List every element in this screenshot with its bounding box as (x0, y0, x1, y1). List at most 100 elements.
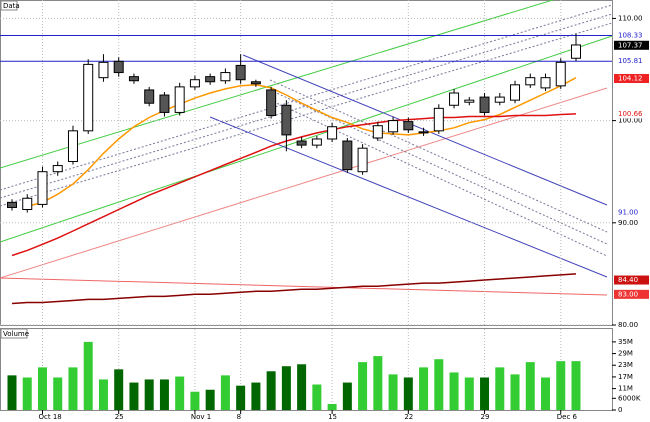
candle-body (327, 126, 338, 140)
y-tick-label: 110.00 (618, 14, 643, 22)
level-label-box (614, 73, 649, 83)
candle-body (525, 77, 536, 86)
candle-body (372, 125, 383, 139)
candle-body (7, 201, 17, 208)
y-tick-label: 35M (618, 338, 633, 346)
x-tick-label: 22 (404, 413, 413, 421)
candle-body (403, 121, 414, 131)
x-tick-label: Nov 1 (191, 413, 211, 421)
panel-label-box (0, 328, 28, 339)
trend-line (0, 87, 608, 279)
level-label-box (614, 289, 649, 299)
moving-average-line (11, 113, 577, 257)
y-tick-label: 90.00 (618, 219, 638, 227)
volume-bar (159, 379, 169, 410)
candle-body (205, 76, 216, 83)
volume-bar (190, 391, 200, 410)
y-tick-label: 100.00 (618, 117, 643, 125)
candle-body (342, 140, 353, 171)
candle-body (311, 138, 322, 146)
x-tick-label: 25 (115, 413, 124, 421)
level-label: 104.12 (618, 74, 643, 82)
volume-bar (251, 382, 261, 410)
volume-panel (0, 328, 613, 411)
panel-title: Data (3, 2, 20, 10)
candle-body (83, 63, 94, 132)
volume-bar (541, 377, 551, 410)
volume-bar (98, 379, 108, 410)
level-label: 84.40 (618, 276, 638, 284)
level-label-box (614, 109, 649, 119)
trend-line (0, 0, 555, 169)
candle-body (67, 130, 78, 162)
candle-body (266, 89, 277, 116)
volume-bar (22, 377, 32, 410)
moving-average-line (11, 273, 577, 305)
volume-bar (7, 375, 17, 410)
candle-body (510, 84, 521, 101)
volume-bar (114, 369, 124, 410)
candle-body (52, 165, 63, 173)
volume-bar (175, 376, 185, 410)
volume-bar (281, 366, 291, 410)
x-tick-label: Dec 6 (557, 413, 578, 421)
candle-body (388, 120, 399, 133)
volume-bar (297, 364, 307, 410)
level-label: 91.00 (618, 209, 638, 217)
volume-bar (205, 389, 215, 410)
volume-bar (373, 356, 383, 410)
candle-body (418, 131, 429, 134)
candle-body (540, 77, 551, 89)
x-tick-label: Oct 18 (38, 413, 61, 421)
volume-bar (129, 382, 139, 410)
volume-bar (266, 371, 276, 410)
volume-bar (83, 341, 93, 410)
candle-body (220, 72, 231, 82)
candle-body (37, 171, 48, 205)
y-tick-label: 80.00 (618, 321, 638, 329)
level-label: 83.00 (618, 290, 638, 298)
candle-body (449, 92, 460, 106)
volume-bar (403, 377, 413, 410)
trend-line (269, 99, 608, 257)
volume-title: Volume (3, 330, 29, 338)
volume-bar (556, 361, 566, 410)
candle-body (433, 107, 444, 132)
trend-line (0, 277, 608, 296)
panel-label-box (0, 0, 18, 11)
y-tick-label: 29M (618, 350, 633, 358)
level-label-box (614, 30, 649, 40)
volume-bar (220, 375, 230, 410)
level-label: 107.37 (618, 41, 643, 49)
trend-line (0, 13, 613, 199)
volume-bar (68, 367, 78, 410)
volume-bar (342, 382, 352, 410)
candle-body (571, 44, 581, 59)
volume-bar (312, 384, 322, 410)
volume-bar (434, 359, 444, 410)
trend-line (242, 54, 608, 206)
candle-body (113, 60, 124, 74)
x-tick-label: 8 (237, 413, 241, 421)
candle-body (235, 64, 246, 81)
candle-body (494, 96, 505, 103)
y-tick-label: 6000K (618, 394, 641, 402)
y-tick-label: 11M (618, 385, 633, 393)
volume-bar (480, 377, 490, 410)
trend-line (0, 35, 613, 243)
volume-bar (37, 367, 47, 410)
moving-average-line (27, 77, 577, 208)
candle-body (250, 81, 261, 85)
volume-bar (144, 379, 154, 410)
y-tick-label: 17M (618, 373, 633, 381)
candle-body (281, 104, 292, 136)
volume-bar (358, 362, 368, 410)
x-tick-label: 29 (481, 413, 490, 421)
level-label: 108.33 (618, 31, 643, 39)
trend-line (0, 22, 613, 207)
level-label-box (614, 56, 649, 66)
candle-body (189, 79, 200, 88)
candle-body (128, 76, 139, 82)
volume-bar (525, 362, 535, 410)
